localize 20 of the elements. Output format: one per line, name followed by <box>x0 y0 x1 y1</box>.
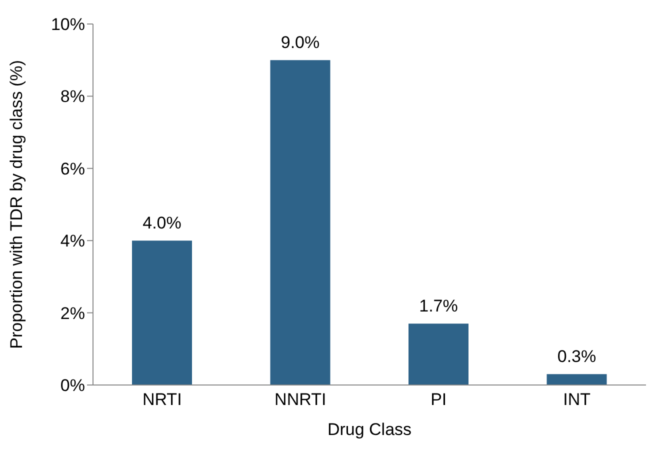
y-tick-label: 6% <box>60 159 85 178</box>
data-label: 4.0% <box>142 214 182 233</box>
x-tick-label: PI <box>430 390 447 410</box>
x-tick-label: INT <box>563 390 591 410</box>
bar <box>408 324 468 385</box>
y-tick-label: 0% <box>60 376 85 396</box>
y-tick-label: 8% <box>60 87 85 106</box>
bar <box>546 374 607 385</box>
bar <box>132 240 192 385</box>
bar <box>270 60 330 385</box>
x-tick-label: NNRTI <box>274 390 326 410</box>
data-label: 9.0% <box>280 33 320 52</box>
y-axis-title: Proportion with TDR by drug class (%) <box>7 60 26 349</box>
x-axis-title: Drug Class <box>327 420 412 439</box>
data-label: 1.7% <box>419 296 458 316</box>
y-tick-label: 10% <box>50 15 85 34</box>
data-label: 0.3% <box>557 347 596 366</box>
y-tick-label: 2% <box>60 304 85 323</box>
y-tick-label: 4% <box>60 232 85 251</box>
x-tick-label: NRTI <box>142 390 182 410</box>
